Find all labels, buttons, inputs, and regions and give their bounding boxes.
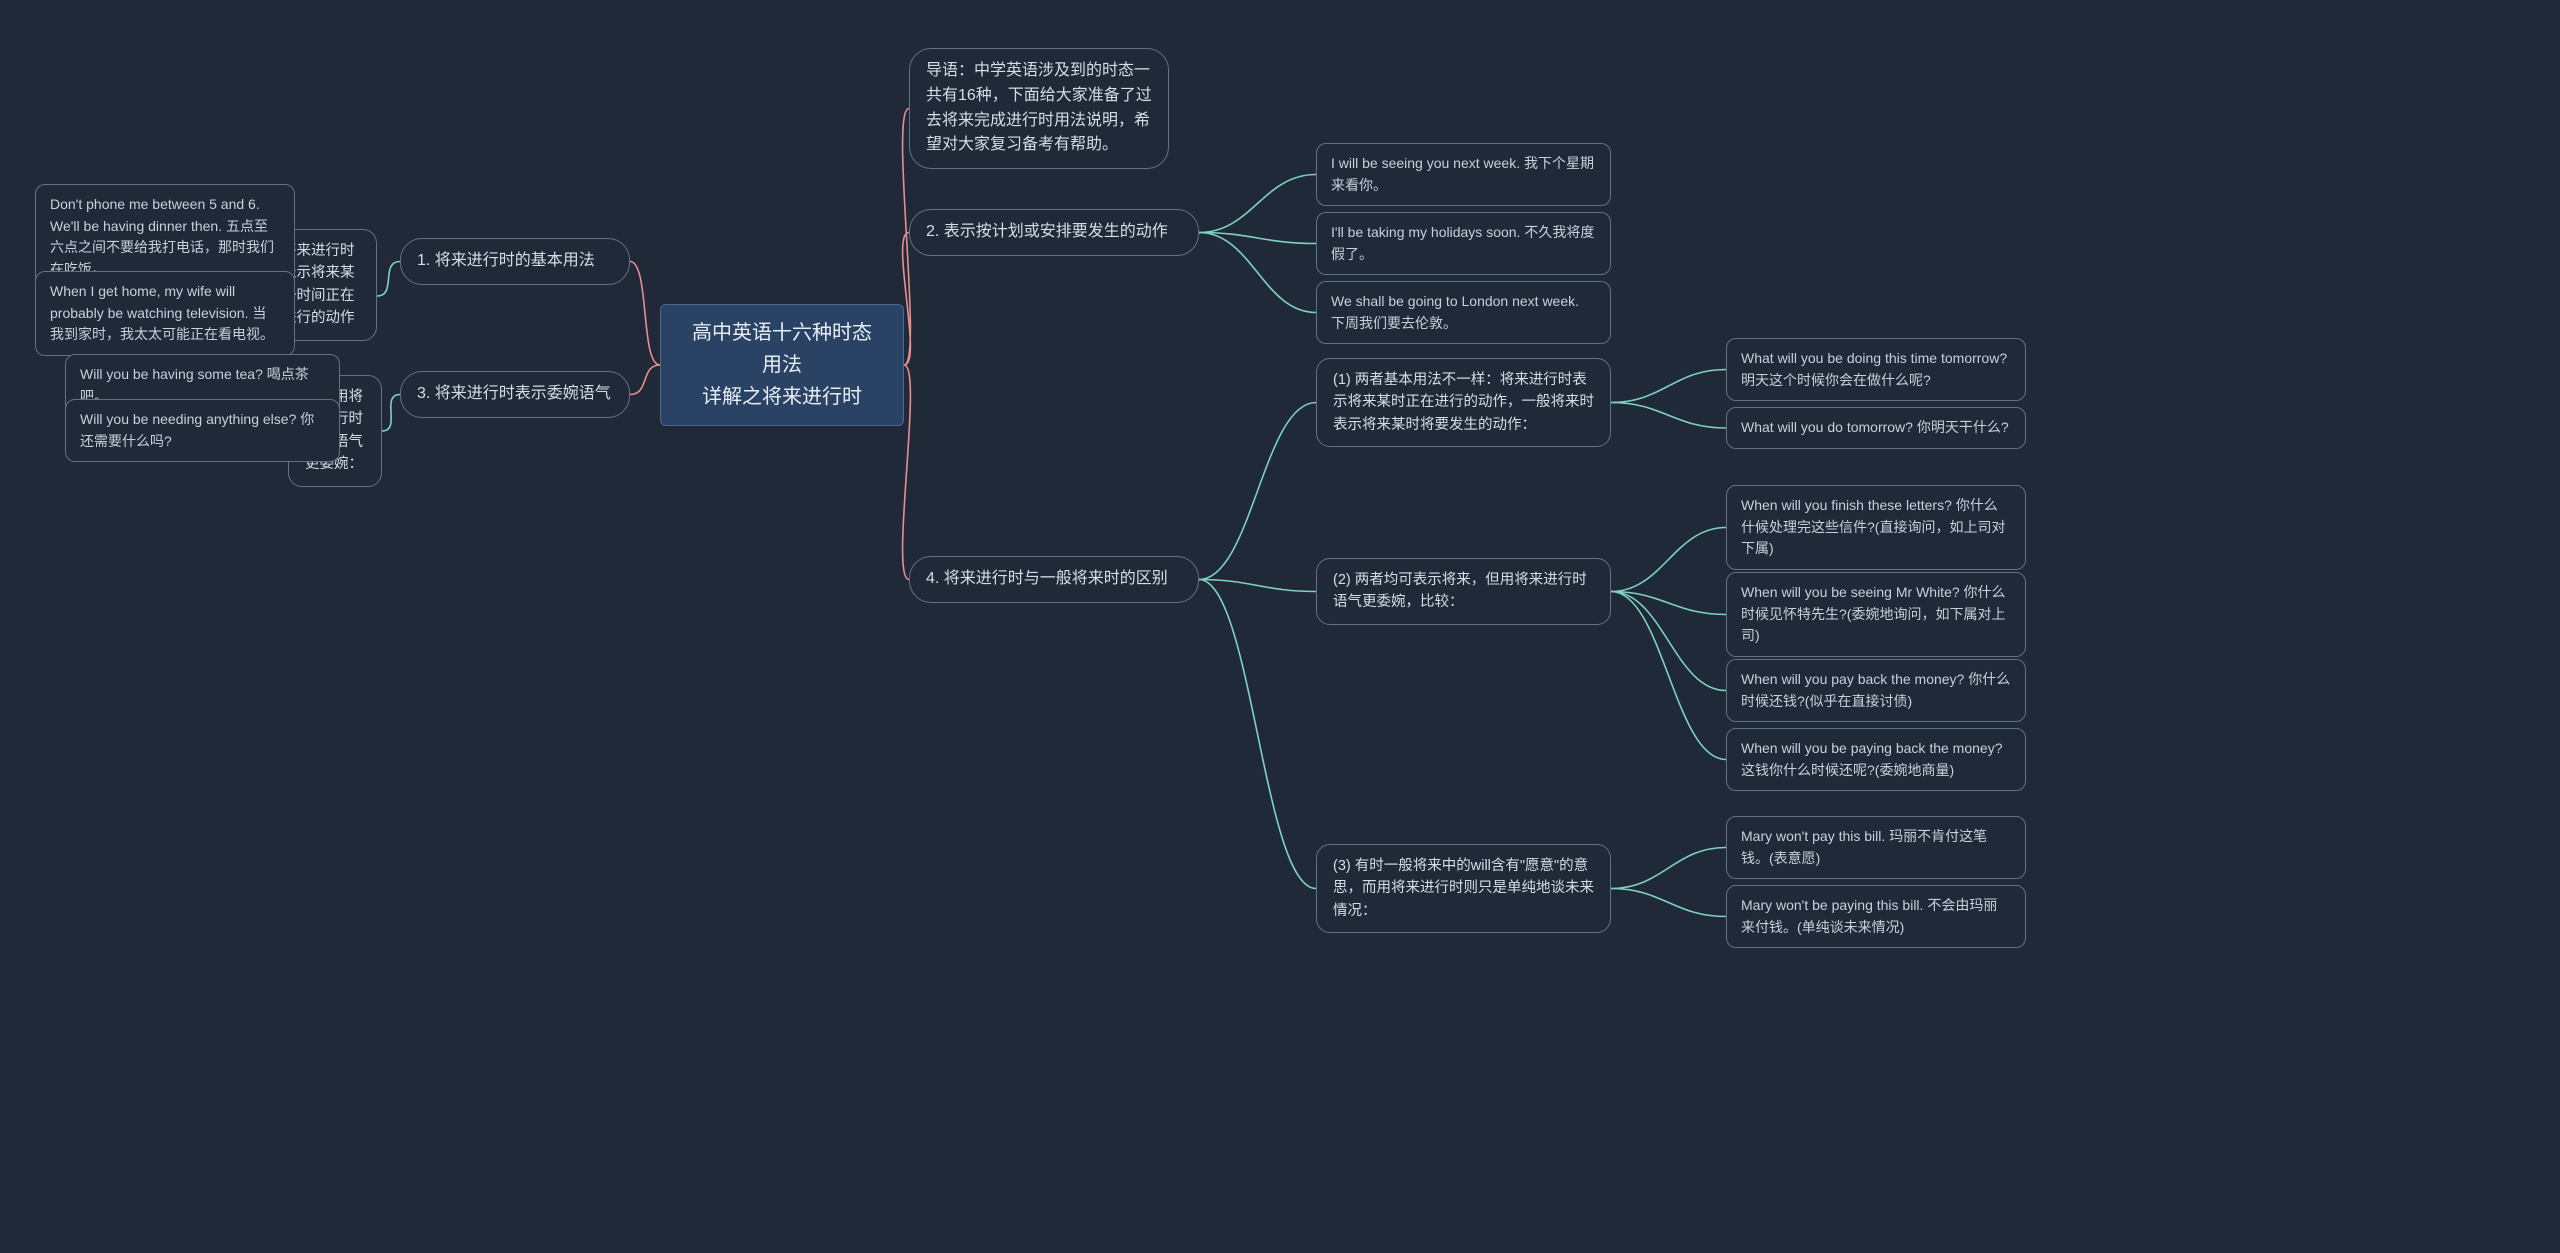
- node-text: Don't phone me between 5 and 6. We'll be…: [50, 196, 274, 277]
- node-text: What will you do tomorrow? 你明天干什么?: [1741, 419, 2009, 435]
- connector: [1611, 592, 1726, 760]
- mindmap-node-n4_1b[interactable]: What will you do tomorrow? 你明天干什么?: [1726, 407, 2026, 449]
- node-text: I'll be taking my holidays soon. 不久我将度假了…: [1331, 224, 1594, 262]
- connector: [1199, 233, 1316, 244]
- mindmap-node-n4_3[interactable]: (3) 有时一般将来中的will含有"愿意"的意思，而用将来进行时则只是单纯地谈…: [1316, 844, 1611, 933]
- node-text: 4. 将来进行时与一般将来时的区别: [926, 570, 1168, 587]
- mindmap-node-n4_2b[interactable]: When will you be seeing Mr White? 你什么时候见…: [1726, 572, 2026, 657]
- mindmap-node-n2c[interactable]: We shall be going to London next week. 下…: [1316, 281, 1611, 344]
- node-text: Will you be needing anything else? 你还需要什…: [80, 411, 314, 449]
- connector-layer: [0, 0, 2560, 1253]
- connector: [1611, 848, 1726, 889]
- connector: [1611, 592, 1726, 691]
- mindmap-node-n4_2c[interactable]: When will you pay back the money? 你什么时候还…: [1726, 659, 2026, 722]
- connector: [377, 262, 400, 297]
- node-text: We shall be going to London next week. 下…: [1331, 293, 1579, 331]
- node-text: Mary won't pay this bill. 玛丽不肯付这笔钱。(表意愿): [1741, 828, 1987, 866]
- node-text: What will you be doing this time tomorro…: [1741, 350, 2007, 388]
- node-text: When will you be seeing Mr White? 你什么时候见…: [1741, 584, 2006, 643]
- mindmap-node-n2[interactable]: 2. 表示按计划或安排要发生的动作: [909, 209, 1199, 256]
- node-text: I will be seeing you next week. 我下个星期来看你…: [1331, 155, 1594, 193]
- connector: [1199, 580, 1316, 889]
- mindmap-node-n4_1a[interactable]: What will you be doing this time tomorro…: [1726, 338, 2026, 401]
- root-line: 详解之将来进行时: [683, 381, 881, 413]
- node-text: Mary won't be paying this bill. 不会由玛丽来付钱…: [1741, 897, 1997, 935]
- node-text: (1) 两者基本用法不一样：将来进行时表示将来某时正在进行的动作，一般将来时表示…: [1333, 372, 1594, 433]
- node-text: 3. 将来进行时表示委婉语气: [417, 385, 611, 402]
- mindmap-node-n2b[interactable]: I'll be taking my holidays soon. 不久我将度假了…: [1316, 212, 1611, 275]
- connector: [1199, 580, 1316, 592]
- connector: [1611, 370, 1726, 403]
- node-text: (3) 有时一般将来中的will含有"愿意"的意思，而用将来进行时则只是单纯地谈…: [1333, 858, 1594, 919]
- mindmap-node-n4_3b[interactable]: Mary won't be paying this bill. 不会由玛丽来付钱…: [1726, 885, 2026, 948]
- node-text: 2. 表示按计划或安排要发生的动作: [926, 223, 1168, 240]
- mindmap-node-n1[interactable]: 1. 将来进行时的基本用法: [400, 238, 630, 285]
- connector: [1199, 233, 1316, 313]
- connector: [382, 395, 400, 432]
- connector: [1199, 403, 1316, 580]
- connector: [1611, 592, 1726, 615]
- mindmap-node-n4_1[interactable]: (1) 两者基本用法不一样：将来进行时表示将来某时正在进行的动作，一般将来时表示…: [1316, 358, 1611, 447]
- connector: [1611, 528, 1726, 592]
- node-text: When will you finish these letters? 你什么什…: [1741, 497, 2005, 556]
- mindmap-node-n4_2d[interactable]: When will you be paying back the money? …: [1726, 728, 2026, 791]
- mindmap-node-intro[interactable]: 导语：中学英语涉及到的时态一共有16种，下面给大家准备了过去将来完成进行时用法说…: [909, 48, 1169, 169]
- mindmap-node-n4[interactable]: 4. 将来进行时与一般将来时的区别: [909, 556, 1199, 603]
- node-text: When will you be paying back the money? …: [1741, 740, 2002, 778]
- mindmap-node-n3[interactable]: 3. 将来进行时表示委婉语气: [400, 371, 630, 418]
- node-text: When will you pay back the money? 你什么时候还…: [1741, 671, 2010, 709]
- node-text: (2) 两者均可表示将来，但用将来进行时语气更委婉，比较：: [1333, 572, 1587, 610]
- connector: [1611, 403, 1726, 429]
- mindmap-node-n1b[interactable]: When I get home, my wife will probably b…: [35, 271, 295, 356]
- root-line: 高中英语十六种时态用法: [683, 317, 881, 381]
- mindmap-node-n4_3a[interactable]: Mary won't pay this bill. 玛丽不肯付这笔钱。(表意愿): [1726, 816, 2026, 879]
- mindmap-node-n3b[interactable]: Will you be needing anything else? 你还需要什…: [65, 399, 340, 462]
- mindmap-node-n4_2a[interactable]: When will you finish these letters? 你什么什…: [1726, 485, 2026, 570]
- mindmap-node-n4_2[interactable]: (2) 两者均可表示将来，但用将来进行时语气更委婉，比较：: [1316, 558, 1611, 625]
- connector: [1199, 175, 1316, 233]
- node-text: When I get home, my wife will probably b…: [50, 283, 274, 342]
- connector: [630, 262, 660, 366]
- node-text: 导语：中学英语涉及到的时态一共有16种，下面给大家准备了过去将来完成进行时用法说…: [926, 62, 1152, 153]
- mindmap-node-n2a[interactable]: I will be seeing you next week. 我下个星期来看你…: [1316, 143, 1611, 206]
- mindmap-canvas: 高中英语十六种时态用法详解之将来进行时 导语：中学英语涉及到的时态一共有16种，下…: [0, 0, 2560, 1253]
- mindmap-root[interactable]: 高中英语十六种时态用法详解之将来进行时: [660, 304, 904, 426]
- connector: [1611, 889, 1726, 917]
- node-text: 1. 将来进行时的基本用法: [417, 252, 595, 269]
- connector: [630, 365, 660, 395]
